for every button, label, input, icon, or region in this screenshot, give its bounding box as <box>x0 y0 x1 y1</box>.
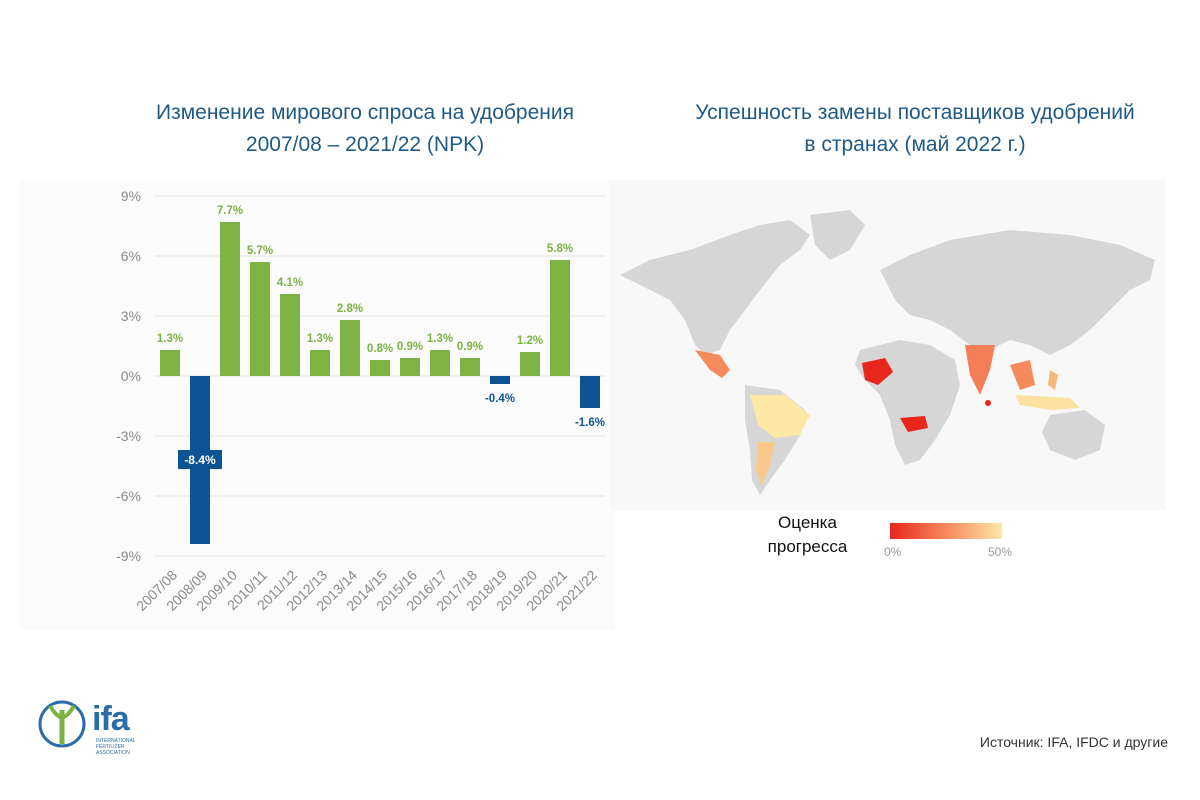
data-label: 4.1% <box>277 277 303 289</box>
bar-chart-panel: 9% 6% 3% 0% -3% -6% -9% 1.3% 2007/08 -8.4% 2008/09… <box>20 180 615 630</box>
bar <box>250 262 270 376</box>
data-label-box <box>178 450 222 469</box>
india-highlight <box>965 345 995 395</box>
right-map-title: Успешность замены поставщиков удобрений … <box>650 97 1180 161</box>
legend-min-label: 0% <box>884 545 902 559</box>
bar <box>460 358 480 376</box>
y-tick-label: 0% <box>121 368 141 384</box>
logo-name: ifa <box>92 700 130 738</box>
data-label: 0.8% <box>367 343 393 355</box>
data-label: 2.8% <box>337 303 363 315</box>
data-label: 1.3% <box>427 333 453 345</box>
data-label: 5.8% <box>547 243 573 255</box>
africa-shape <box>855 340 960 465</box>
legend-max-label: 50% <box>988 545 1013 559</box>
bar <box>430 350 450 376</box>
sri-lanka-highlight <box>985 400 991 406</box>
y-tick-label: 9% <box>121 188 141 204</box>
north-america-shape <box>620 220 810 355</box>
map-legend-gradient <box>890 523 1002 539</box>
bar <box>280 294 300 376</box>
bar <box>550 260 570 376</box>
bar-chart: 9%6%3%0%-3%-6%-9%1.3%2007/08-8.4%2008/09… <box>116 188 605 614</box>
y-tick-label: 3% <box>121 308 141 324</box>
central-africa-highlight <box>900 416 928 432</box>
ifa-logo-icon <box>38 700 86 748</box>
data-label: 7.7% <box>217 205 243 217</box>
philippines-highlight <box>1048 370 1058 390</box>
bar <box>520 352 540 376</box>
data-label: -0.4% <box>485 393 515 405</box>
greenland-shape <box>810 210 865 260</box>
map-legend-label: Оценка прогресса <box>767 513 848 556</box>
australia-shape <box>1042 410 1105 460</box>
data-label: 1.3% <box>307 333 333 345</box>
data-label: 1.3% <box>157 333 183 345</box>
left-chart-title: Изменение мирового спроса на удобрения 2… <box>110 97 620 161</box>
data-label: 0.9% <box>457 341 483 353</box>
eurasia-shape <box>880 230 1155 355</box>
bar <box>340 320 360 376</box>
world-map <box>620 210 1155 495</box>
bar <box>490 376 510 384</box>
logo-subtitle: INTERNATIONAL FERTILIZER ASSOCIATION <box>96 738 136 756</box>
data-label: 1.2% <box>517 335 543 347</box>
bar <box>160 350 180 376</box>
bar <box>400 358 420 376</box>
y-tick-label: 6% <box>121 248 141 264</box>
left-title-line2: 2007/08 – 2021/22 (NPK) <box>245 133 485 156</box>
southeast-asia-highlight <box>1010 360 1035 390</box>
bar <box>370 360 390 376</box>
data-label: 0.9% <box>397 341 423 353</box>
world-map-panel <box>610 180 1165 510</box>
west-africa-highlight <box>862 358 893 385</box>
bar <box>310 350 330 376</box>
bar <box>220 222 240 376</box>
mexico-highlight <box>695 350 730 378</box>
data-label: 5.7% <box>247 245 273 257</box>
source-note: Источник: IFA, IFDC и другие <box>979 734 1168 750</box>
data-label: -1.6% <box>575 417 605 429</box>
y-tick-label: -3% <box>116 428 141 444</box>
bar <box>580 376 600 408</box>
argentina-highlight <box>756 442 775 485</box>
y-tick-label: -9% <box>116 548 141 564</box>
south-america-highlight <box>750 395 810 438</box>
left-title-line1: Изменение мирового спроса на удобрения <box>156 101 574 124</box>
y-tick-label: -6% <box>116 488 141 504</box>
data-label: -8.4% <box>184 453 216 467</box>
indonesia-highlight <box>1015 395 1080 410</box>
right-title-line2: в странах (май 2022 г.) <box>804 133 1026 156</box>
right-title-line1: Успешность замены поставщиков удобрений <box>695 101 1135 124</box>
